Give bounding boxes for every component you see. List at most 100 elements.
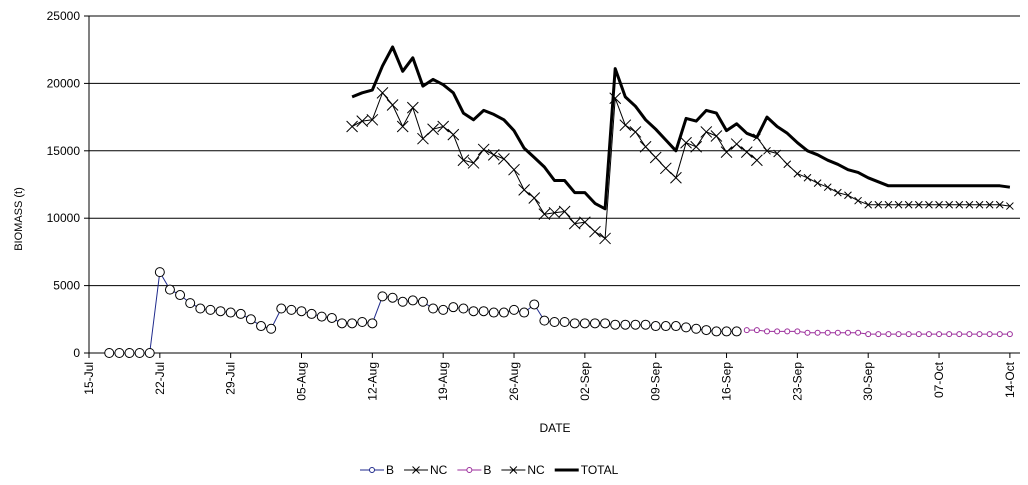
marker-x <box>904 200 913 209</box>
marker-circle <box>1006 331 1013 338</box>
marker-circle <box>620 319 631 330</box>
marker-x <box>793 169 802 178</box>
marker-circle <box>266 323 277 334</box>
series-line <box>109 271 737 354</box>
marker-circle <box>296 306 307 317</box>
marker-circle <box>855 329 862 336</box>
legend-label: NC <box>527 463 545 477</box>
marker-circle <box>640 319 651 330</box>
marker-circle <box>215 306 226 317</box>
x-tick-label: 05-Aug <box>295 362 309 401</box>
marker-x <box>864 200 873 209</box>
marker-x <box>509 466 518 474</box>
x-tick-label: 26-Aug <box>507 362 521 401</box>
marker-x <box>884 200 893 209</box>
marker-circle <box>976 331 983 338</box>
marker-circle <box>256 321 267 332</box>
marker-circle <box>367 318 378 329</box>
marker-circle <box>895 331 902 338</box>
marker-x <box>366 113 379 126</box>
marker-circle <box>753 327 760 334</box>
marker-x <box>700 126 713 138</box>
marker-x <box>599 232 611 245</box>
marker-circle <box>428 303 439 314</box>
marker-x <box>985 200 994 209</box>
x-tick-label: 14-Oct <box>1003 361 1017 398</box>
marker-circle <box>915 331 922 338</box>
marker-x <box>894 200 903 209</box>
marker-x <box>925 200 933 209</box>
marker-x <box>417 132 429 145</box>
marker-circle <box>175 290 186 301</box>
marker-circle <box>417 296 428 307</box>
marker-x <box>1006 202 1014 210</box>
x-tick-label: 29-Jul <box>224 362 238 395</box>
marker-x <box>955 200 964 209</box>
legend: B NC B NC TOTAL <box>360 463 619 477</box>
y-axis-label: BIOMASS (t) <box>13 187 25 251</box>
marker-x <box>396 120 409 133</box>
marker-circle <box>784 328 791 335</box>
marker-circle <box>397 296 408 307</box>
marker-circle <box>286 304 297 315</box>
legend-label: TOTAL <box>581 463 619 477</box>
marker-circle <box>804 329 811 336</box>
marker-circle <box>774 328 781 335</box>
marker-x <box>803 173 812 182</box>
marker-x <box>538 208 551 221</box>
marker-x <box>528 192 541 204</box>
marker-circle <box>347 318 358 329</box>
marker-x <box>945 200 954 209</box>
marker-circle <box>885 331 892 338</box>
marker-circle <box>377 291 388 302</box>
marker-x <box>659 162 672 175</box>
series-nc-2 <box>346 86 763 245</box>
marker-circle <box>468 306 479 317</box>
marker-circle <box>134 348 145 358</box>
marker-circle <box>185 298 196 309</box>
marker-circle <box>559 316 570 327</box>
marker-x <box>763 146 771 155</box>
y-axis-ticks: 0 5000 10000 15000 20000 25000 <box>47 9 89 360</box>
marker-circle <box>225 307 236 318</box>
marker-x <box>558 205 571 218</box>
marker-x <box>710 130 723 142</box>
series-layer <box>104 45 1014 358</box>
marker-circle <box>336 318 347 329</box>
marker-circle <box>124 348 135 358</box>
marker-x <box>773 149 781 158</box>
marker-x <box>437 120 450 133</box>
marker-circle <box>114 348 125 358</box>
marker-circle <box>529 299 540 310</box>
x-axis-ticks: 15-Jul 22-Jul 29-Jul 05-Aug 12-Aug 19-Aug 26-A… <box>82 353 1017 401</box>
marker-circle <box>369 467 375 473</box>
marker-circle <box>154 267 165 278</box>
marker-circle <box>164 284 175 295</box>
marker-circle <box>956 331 963 338</box>
series-b-3 <box>743 327 1013 338</box>
marker-x <box>356 115 369 127</box>
x-tick-label: 19-Aug <box>436 362 450 401</box>
marker-circle <box>794 328 801 335</box>
marker-x <box>975 200 984 209</box>
y-tick-label: 20000 <box>47 76 81 90</box>
marker-circle <box>549 316 560 327</box>
marker-circle <box>743 327 750 334</box>
marker-x <box>412 466 420 474</box>
marker-x <box>854 196 862 205</box>
legend-item-b-1: B <box>360 463 394 477</box>
marker-x <box>346 120 358 133</box>
marker-x <box>649 151 662 164</box>
marker-x <box>783 160 792 169</box>
marker-circle <box>448 302 459 313</box>
y-tick-label: 25000 <box>47 9 81 23</box>
marker-circle <box>407 295 418 306</box>
marker-x <box>730 138 743 150</box>
marker-x <box>751 154 763 167</box>
x-tick-label: 30-Sep <box>861 362 875 401</box>
marker-circle <box>509 304 520 315</box>
marker-circle <box>691 323 702 334</box>
marker-circle <box>711 326 722 337</box>
legend-item-nc-4: NC <box>501 463 545 477</box>
y-tick-label: 10000 <box>47 211 81 225</box>
